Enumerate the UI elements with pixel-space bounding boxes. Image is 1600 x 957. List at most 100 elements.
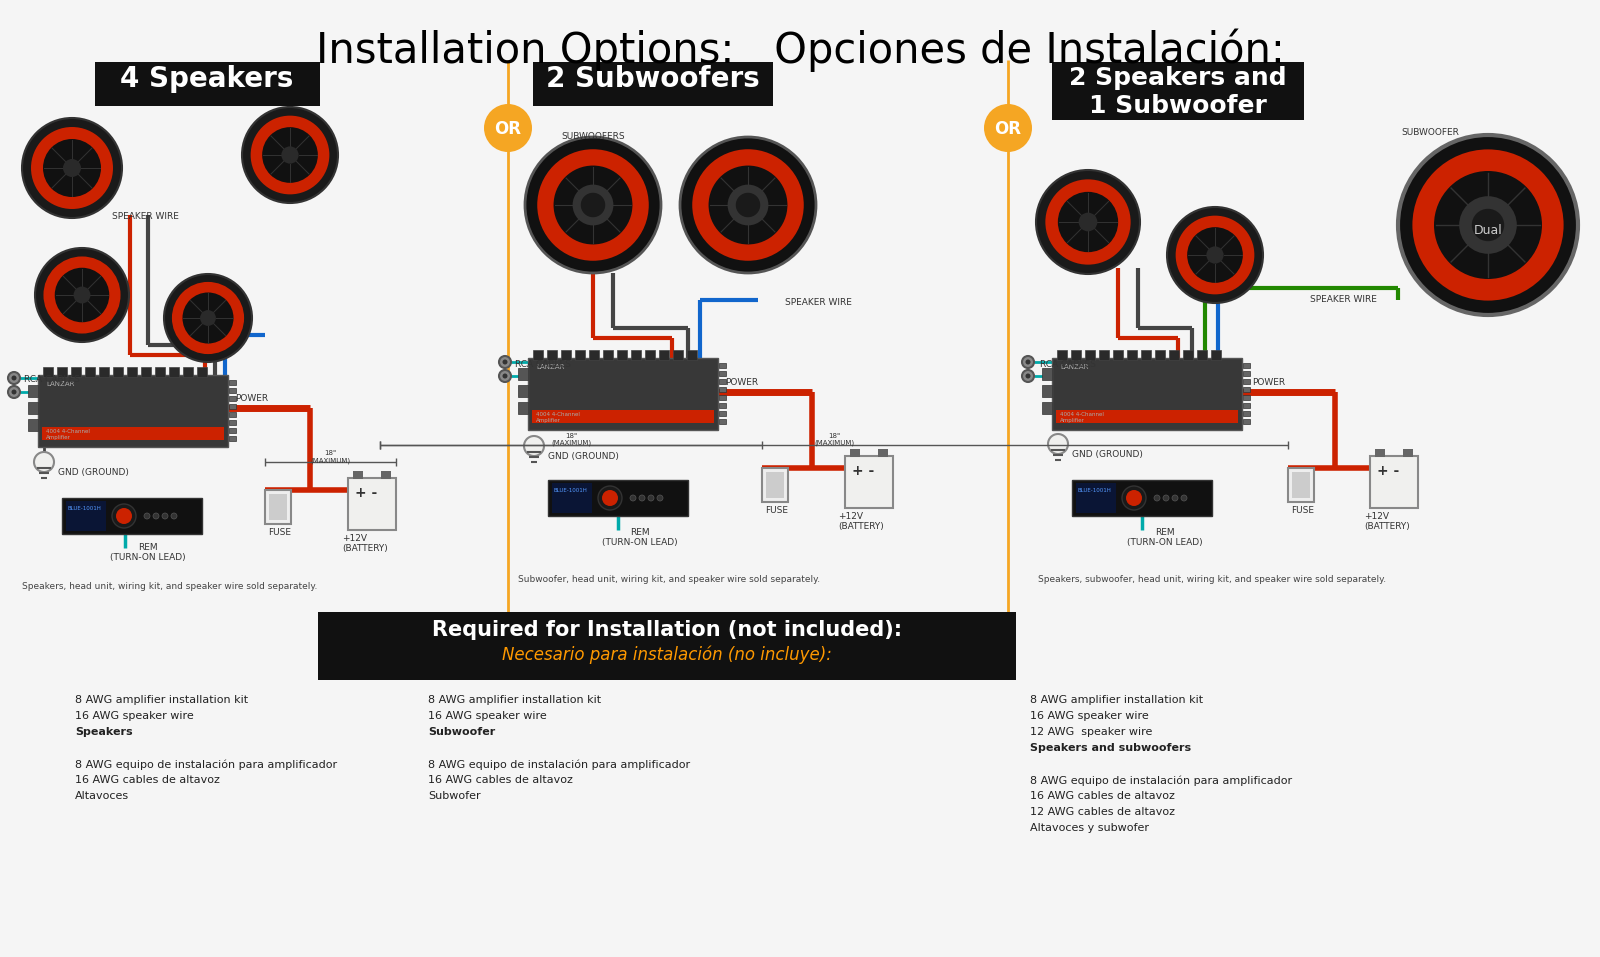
Text: Dual: Dual <box>1474 225 1502 237</box>
Bar <box>229 420 237 425</box>
Circle shape <box>984 104 1032 152</box>
Text: 16 AWG speaker wire: 16 AWG speaker wire <box>429 711 547 721</box>
Text: POWER: POWER <box>1251 378 1285 387</box>
Bar <box>1053 358 1242 430</box>
Bar <box>1243 371 1250 376</box>
Bar <box>718 387 726 392</box>
Bar <box>1042 385 1053 397</box>
Bar <box>1042 368 1053 380</box>
Text: BLUE-1001H: BLUE-1001H <box>1077 488 1110 493</box>
Text: SUBWOOFER: SUBWOOFER <box>1402 128 1459 137</box>
Bar <box>29 402 38 414</box>
Text: 18"
(MAXIMUM): 18" (MAXIMUM) <box>550 433 590 447</box>
Bar <box>42 427 224 440</box>
Circle shape <box>11 375 16 381</box>
Circle shape <box>1126 490 1142 506</box>
Circle shape <box>144 513 150 519</box>
Circle shape <box>171 282 245 354</box>
Text: 18"
(MAXIMUM): 18" (MAXIMUM) <box>310 450 350 463</box>
Bar <box>197 367 206 377</box>
Circle shape <box>736 192 760 217</box>
Text: FUSE: FUSE <box>269 528 291 537</box>
Circle shape <box>525 137 661 273</box>
Bar <box>229 436 237 441</box>
Bar <box>114 367 123 377</box>
Circle shape <box>242 107 338 203</box>
Bar <box>1114 350 1123 360</box>
Text: 16 AWG speaker wire: 16 AWG speaker wire <box>75 711 194 721</box>
Circle shape <box>1078 212 1098 232</box>
Bar <box>518 368 528 380</box>
Circle shape <box>709 166 787 244</box>
Bar <box>381 471 390 479</box>
Bar <box>718 395 726 400</box>
Bar <box>229 404 237 409</box>
Circle shape <box>43 139 101 197</box>
Circle shape <box>22 118 122 218</box>
Circle shape <box>573 185 613 226</box>
Text: 4004 4-Channel
Amplifier: 4004 4-Channel Amplifier <box>1059 412 1104 423</box>
Circle shape <box>648 495 654 501</box>
Bar <box>1072 480 1213 516</box>
Circle shape <box>54 268 109 323</box>
Text: 8 AWG amplifier installation kit: 8 AWG amplifier installation kit <box>1030 695 1203 705</box>
Circle shape <box>1037 170 1139 274</box>
Text: RCA CABLES: RCA CABLES <box>1040 360 1096 369</box>
Bar <box>269 494 286 520</box>
Text: 4 Speakers: 4 Speakers <box>120 65 294 93</box>
Text: 2 Speakers and
1 Subwoofer: 2 Speakers and 1 Subwoofer <box>1069 66 1286 118</box>
Bar <box>1042 402 1053 414</box>
Bar <box>547 480 688 516</box>
Circle shape <box>1187 227 1243 283</box>
Circle shape <box>1459 196 1517 254</box>
Bar <box>718 371 726 376</box>
Circle shape <box>43 256 120 334</box>
Bar <box>349 478 397 530</box>
Text: 12 AWG  speaker wire: 12 AWG speaker wire <box>1030 727 1152 737</box>
Bar <box>718 411 726 416</box>
Bar <box>518 385 528 397</box>
Bar <box>845 456 893 508</box>
Bar <box>85 367 94 377</box>
Circle shape <box>1398 135 1578 315</box>
Bar <box>29 385 38 397</box>
Text: Required for Installation (not included):: Required for Installation (not included)… <box>432 620 902 640</box>
Text: RCA CABLES: RCA CABLES <box>515 360 571 369</box>
Bar <box>1370 456 1418 508</box>
Text: Speakers: Speakers <box>75 727 133 737</box>
Bar <box>618 350 627 360</box>
Circle shape <box>34 452 54 472</box>
Text: LANZAR: LANZAR <box>1059 364 1088 370</box>
Text: +12V
(BATTERY): +12V (BATTERY) <box>342 534 387 553</box>
Bar <box>674 350 683 360</box>
Bar <box>589 350 598 360</box>
Circle shape <box>165 274 253 362</box>
Bar <box>229 380 237 385</box>
Text: Subwofer: Subwofer <box>429 791 480 801</box>
Text: + -: + - <box>851 464 874 478</box>
Text: 16 AWG cables de altavoz: 16 AWG cables de altavoz <box>75 775 219 785</box>
Circle shape <box>525 436 544 456</box>
Circle shape <box>1048 434 1069 454</box>
Circle shape <box>182 293 234 344</box>
Circle shape <box>8 372 19 384</box>
Circle shape <box>538 149 648 260</box>
Bar <box>547 350 557 360</box>
Circle shape <box>115 508 131 524</box>
Circle shape <box>35 248 130 342</box>
Circle shape <box>499 370 510 382</box>
Bar <box>1211 350 1221 360</box>
Circle shape <box>74 286 91 303</box>
Bar <box>229 428 237 433</box>
Text: 16 AWG cables de altavoz: 16 AWG cables de altavoz <box>429 775 573 785</box>
Circle shape <box>1026 373 1030 379</box>
Bar <box>1243 411 1250 416</box>
Bar <box>552 483 592 513</box>
Text: 8 AWG amplifier installation kit: 8 AWG amplifier installation kit <box>429 695 602 705</box>
Text: + -: + - <box>355 486 378 500</box>
Bar <box>1099 350 1109 360</box>
Text: POWER: POWER <box>725 378 758 387</box>
Circle shape <box>1154 495 1160 501</box>
Circle shape <box>581 192 605 217</box>
Circle shape <box>282 146 299 164</box>
